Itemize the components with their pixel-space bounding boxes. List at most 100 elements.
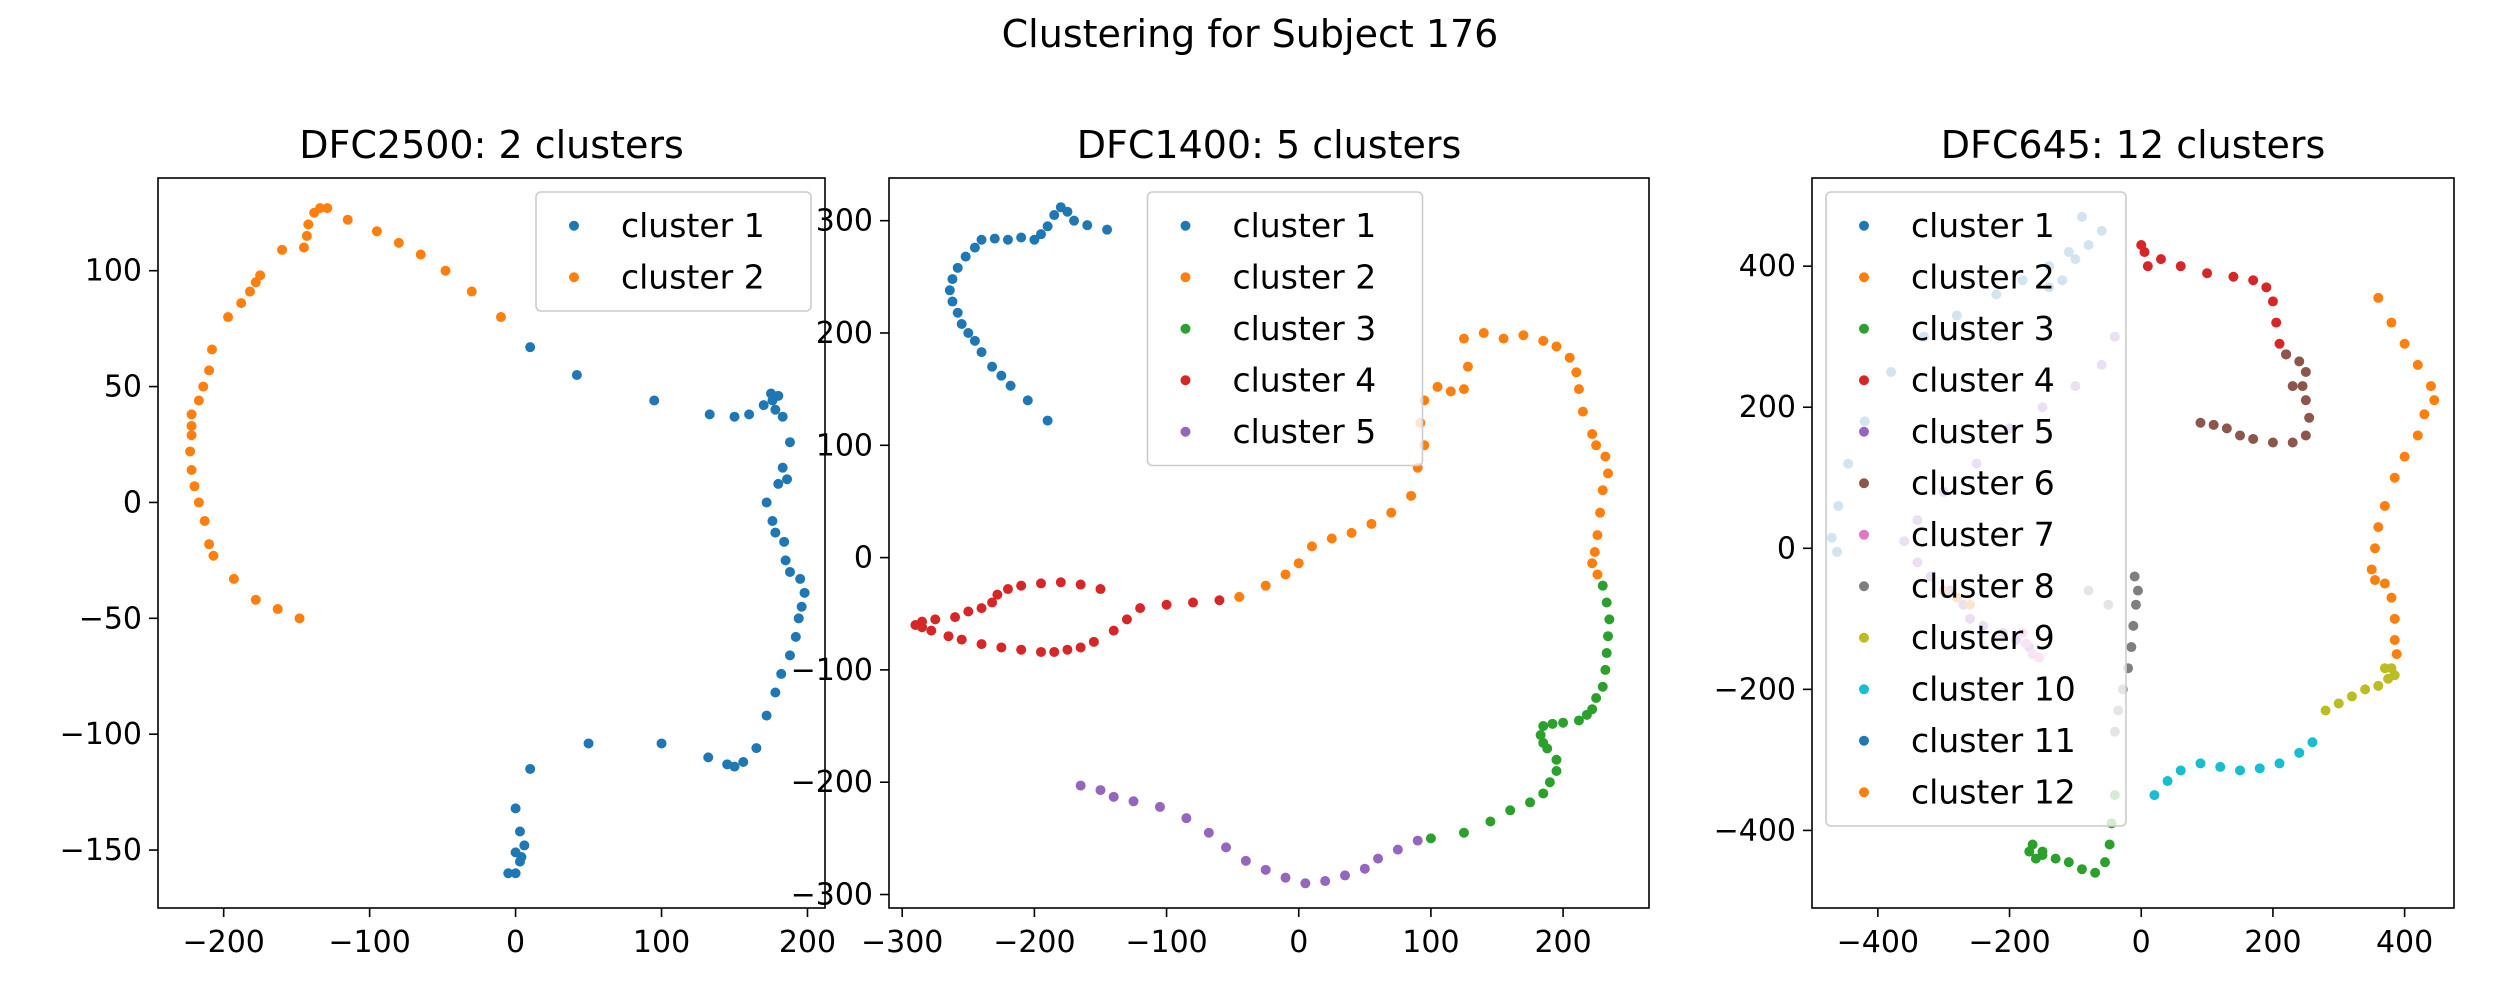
data-point (1306, 541, 1317, 552)
data-point (186, 430, 197, 441)
data-point (1346, 527, 1357, 538)
data-point (1505, 805, 1516, 816)
legend-label: cluster 5 (1233, 412, 1377, 451)
data-point (947, 274, 958, 285)
data-point (1055, 577, 1066, 588)
legend-marker (1859, 375, 1869, 386)
legend-label: cluster 4 (1233, 360, 1377, 399)
series-2 (185, 203, 506, 624)
data-point (223, 312, 234, 323)
series-2 (1234, 327, 1614, 602)
data-point (1049, 646, 1060, 657)
data-point (1600, 451, 1611, 462)
legend-label: cluster 5 (1911, 412, 2055, 451)
data-point (1340, 870, 1350, 881)
data-point (2386, 317, 2397, 328)
y-tick-label: 200 (1739, 390, 1796, 425)
data-point (917, 616, 928, 627)
x-tick-label: 200 (1534, 925, 1591, 960)
data-point (1029, 234, 1040, 245)
data-point (1062, 206, 1073, 217)
data-point (2128, 620, 2139, 631)
data-point (2104, 839, 2115, 850)
legend-marker (569, 220, 579, 231)
data-point (795, 573, 806, 584)
y-tick-label: 200 (816, 316, 873, 351)
data-point (1425, 833, 1436, 844)
data-point (926, 625, 937, 636)
x-tick-label: 100 (633, 925, 690, 960)
y-tick-label: −200 (791, 765, 873, 800)
data-point (1406, 490, 1417, 501)
data-point (1538, 788, 1549, 799)
data-point (207, 344, 218, 355)
legend-marker (1180, 272, 1191, 283)
data-point (2076, 864, 2087, 875)
y-tick-label: 100 (816, 428, 873, 463)
data-point (519, 840, 530, 851)
data-point (656, 738, 667, 749)
data-point (250, 594, 261, 605)
data-point (2024, 846, 2035, 857)
series-5 (1075, 780, 1423, 889)
data-point (185, 446, 196, 457)
data-point (956, 319, 967, 329)
data-point (744, 409, 755, 420)
data-point (969, 335, 980, 346)
data-point (1108, 625, 1119, 636)
y-tick-label: −200 (1714, 672, 1796, 707)
data-point (198, 381, 209, 392)
legend-label: cluster 2 (1233, 257, 1377, 296)
data-point (2294, 747, 2305, 758)
data-point (1181, 813, 1192, 824)
data-point (2419, 409, 2430, 420)
data-point (495, 312, 506, 323)
y-tick-label: 0 (854, 541, 873, 576)
data-point (1075, 780, 1086, 791)
y-tick-label: 0 (123, 485, 142, 520)
x-tick-label: 200 (2244, 925, 2301, 960)
data-point (784, 437, 795, 448)
data-point (1002, 234, 1013, 245)
data-point (2126, 642, 2137, 653)
y-tick-label: 400 (1739, 249, 1796, 284)
data-point (1392, 844, 1403, 855)
data-point (1095, 785, 1106, 796)
data-point (777, 411, 788, 422)
data-point (996, 370, 1007, 381)
data-point (2369, 543, 2380, 554)
data-point (758, 400, 769, 411)
data-point (1280, 872, 1291, 883)
data-point (1016, 644, 1027, 655)
data-point (729, 411, 740, 422)
data-point (1592, 530, 1603, 541)
data-point (525, 342, 536, 353)
data-point (2379, 663, 2390, 674)
data-point (303, 219, 314, 230)
data-point (2254, 763, 2265, 774)
legend-label: cluster 12 (1911, 772, 2076, 811)
y-tick-label: 100 (85, 254, 142, 289)
data-point (189, 481, 200, 492)
legend-marker (569, 272, 579, 283)
data-point (2281, 349, 2292, 360)
subplot-title: DFC645: 12 clusters (1941, 123, 2326, 167)
data-point (761, 710, 772, 721)
data-point (2287, 381, 2298, 392)
y-tick-label: −50 (79, 601, 142, 636)
data-point (1260, 580, 1271, 591)
data-point (583, 738, 594, 749)
data-point (2300, 430, 2311, 441)
data-point (1551, 341, 1562, 352)
legend-label: cluster 3 (1233, 309, 1377, 348)
data-point (722, 759, 733, 770)
data-point (1591, 692, 1602, 703)
data-point (2202, 268, 2213, 279)
subplot-1: DFC2500: 2 clusters −200 −100 0 100 200 −150 −1… (60, 123, 837, 960)
data-point (2063, 857, 2074, 868)
data-point (963, 327, 974, 338)
data-point (992, 589, 1003, 600)
data-point (950, 612, 961, 623)
data-point (2294, 356, 2305, 367)
